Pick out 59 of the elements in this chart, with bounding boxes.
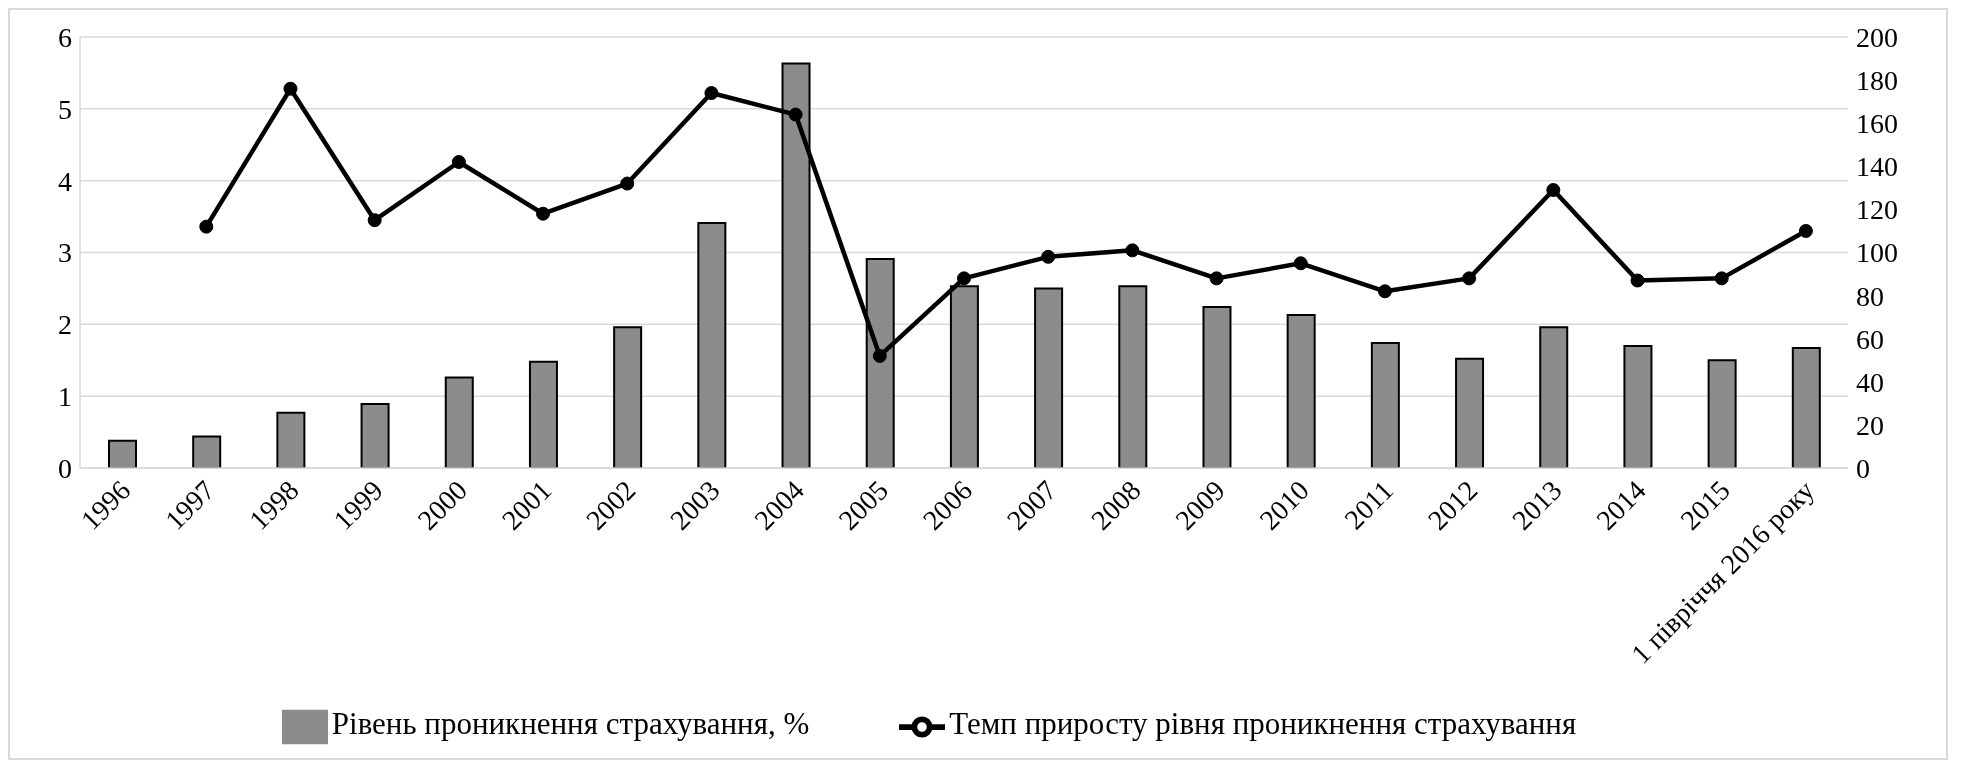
y2-tick-label: 120: [1856, 194, 1898, 226]
point: [199, 219, 214, 234]
bar: [1791, 347, 1821, 468]
y2-tick-label: 100: [1856, 237, 1898, 269]
point: [1546, 183, 1561, 198]
point: [1125, 243, 1140, 258]
bar: [613, 326, 643, 468]
point: [536, 206, 551, 221]
bar: [1707, 359, 1737, 468]
legend-label: Рівень проникнення страхування, %: [331, 706, 810, 742]
bar: [444, 376, 474, 468]
bar: [192, 435, 222, 468]
y2-tick-label: 80: [1856, 280, 1884, 312]
x-tick-label: 2011: [1338, 474, 1400, 536]
bar: [1370, 342, 1400, 468]
bar: [1034, 287, 1064, 468]
point: [1630, 273, 1645, 288]
bar: [697, 222, 727, 468]
point: [1377, 284, 1392, 299]
y-tick-label: 0: [58, 452, 72, 484]
y-tick-label: 2: [58, 309, 72, 341]
point: [1798, 223, 1813, 238]
y2-tick-label: 40: [1856, 366, 1884, 398]
bar: [108, 439, 137, 468]
bar: [1286, 314, 1316, 468]
point: [1714, 271, 1729, 286]
point: [788, 107, 803, 122]
y-tick-label: 6: [58, 21, 72, 53]
bar: [1539, 326, 1569, 468]
y-tick-label: 1: [58, 381, 72, 413]
point: [367, 213, 382, 228]
y2-tick-label: 180: [1856, 65, 1898, 97]
bar: [1118, 285, 1148, 468]
y2-tick-label: 160: [1856, 108, 1898, 140]
point: [451, 154, 466, 169]
point: [1462, 271, 1477, 286]
bar: [1455, 357, 1485, 468]
legend-label: Темп приросту рівня проникнення страхування: [949, 706, 1577, 742]
point: [704, 86, 719, 101]
y2-tick-label: 140: [1856, 151, 1898, 183]
y2-tick-label: 200: [1856, 21, 1898, 53]
bar: [528, 360, 558, 468]
y-tick-label: 5: [58, 93, 72, 125]
bar: [360, 403, 390, 468]
bar: [1623, 344, 1653, 468]
point: [1293, 256, 1308, 271]
y2-tick-label: 0: [1856, 452, 1870, 484]
bar: [1202, 306, 1232, 468]
y2-tick-label: 60: [1856, 323, 1884, 355]
point: [872, 348, 887, 363]
point: [1209, 271, 1224, 286]
point: [957, 271, 971, 286]
point: [1041, 249, 1056, 264]
point: [283, 81, 298, 96]
y-tick-label: 3: [58, 237, 72, 269]
point: [620, 176, 635, 191]
y-tick-label: 4: [58, 165, 72, 197]
y2-tick-label: 20: [1856, 409, 1884, 441]
bar: [276, 411, 306, 468]
